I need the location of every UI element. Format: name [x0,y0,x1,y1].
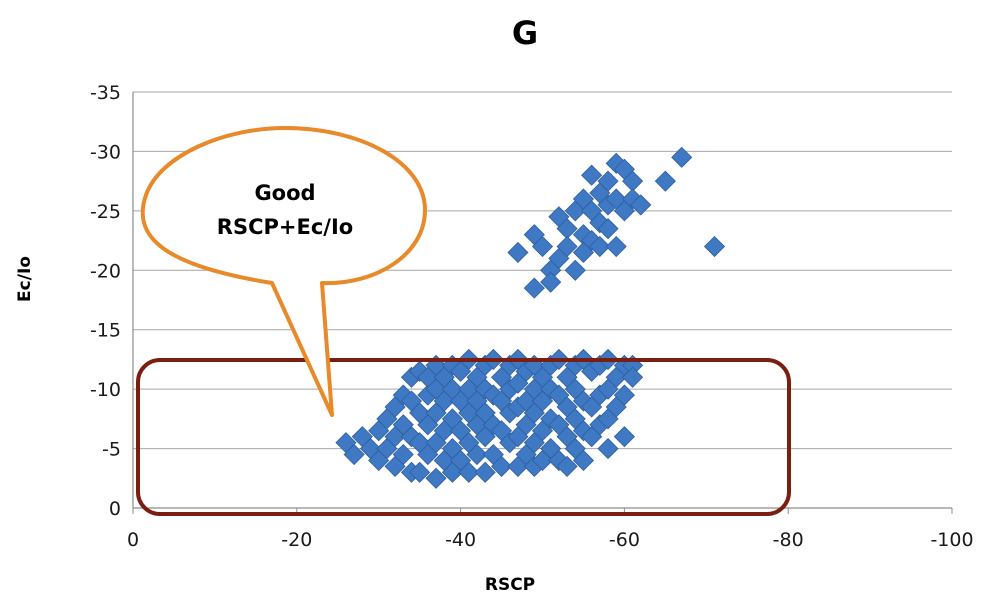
data-point [622,366,644,388]
data-point [458,461,480,483]
y-tick-label: -35 [90,82,121,104]
callout-line-1: Good [254,181,315,205]
data-point [630,194,652,216]
y-tick-label: -5 [102,439,121,461]
data-point [589,235,611,258]
data-point [597,170,619,192]
data-point [531,235,554,258]
data-point [474,461,496,483]
data-point [425,467,447,489]
y-tick-label: -25 [90,201,121,223]
highlight-box [136,358,791,516]
data-points [335,146,726,489]
data-point [409,461,431,483]
data-point [703,235,726,258]
data-point [490,455,513,477]
data-point [671,146,693,168]
data-point [507,241,529,264]
callout-bubble [140,126,427,417]
y-tick-label: -20 [90,260,121,282]
x-tick-label: -20 [281,529,312,551]
x-tick-label: -100 [930,529,973,551]
data-point [343,443,365,466]
y-tick-label: -10 [90,379,121,401]
data-point [613,384,635,406]
data-point [597,438,619,460]
data-point [581,164,603,186]
data-point [556,455,578,477]
y-axis-title: Ec/Io [15,256,35,302]
data-point [597,218,619,240]
data-point [564,259,586,281]
callout-line-2: RSCP+Ec/Io [217,215,353,239]
data-point [654,170,676,192]
data-point [572,449,595,472]
x-tick-label: -60 [609,529,640,551]
y-tick-label: 0 [109,498,121,520]
x-axis-title: RSCP [485,575,535,595]
x-tick-label: -80 [773,529,804,551]
x-tick-label: -40 [445,529,476,551]
y-tick-label: -15 [90,320,121,342]
y-tick-label: -30 [90,141,121,163]
data-point [613,426,635,448]
data-point [605,235,627,258]
tick-labels: 0 -5 -10 -15 -20 -25 -30 -35 0 -20 -40 -60 -80 -100 [90,82,974,551]
data-point [392,443,414,466]
data-point [540,271,562,293]
data-point [523,277,545,299]
data-point [556,235,578,258]
chart-title: G [512,14,538,52]
x-tick-label: 0 [127,529,139,551]
data-point [466,443,488,466]
